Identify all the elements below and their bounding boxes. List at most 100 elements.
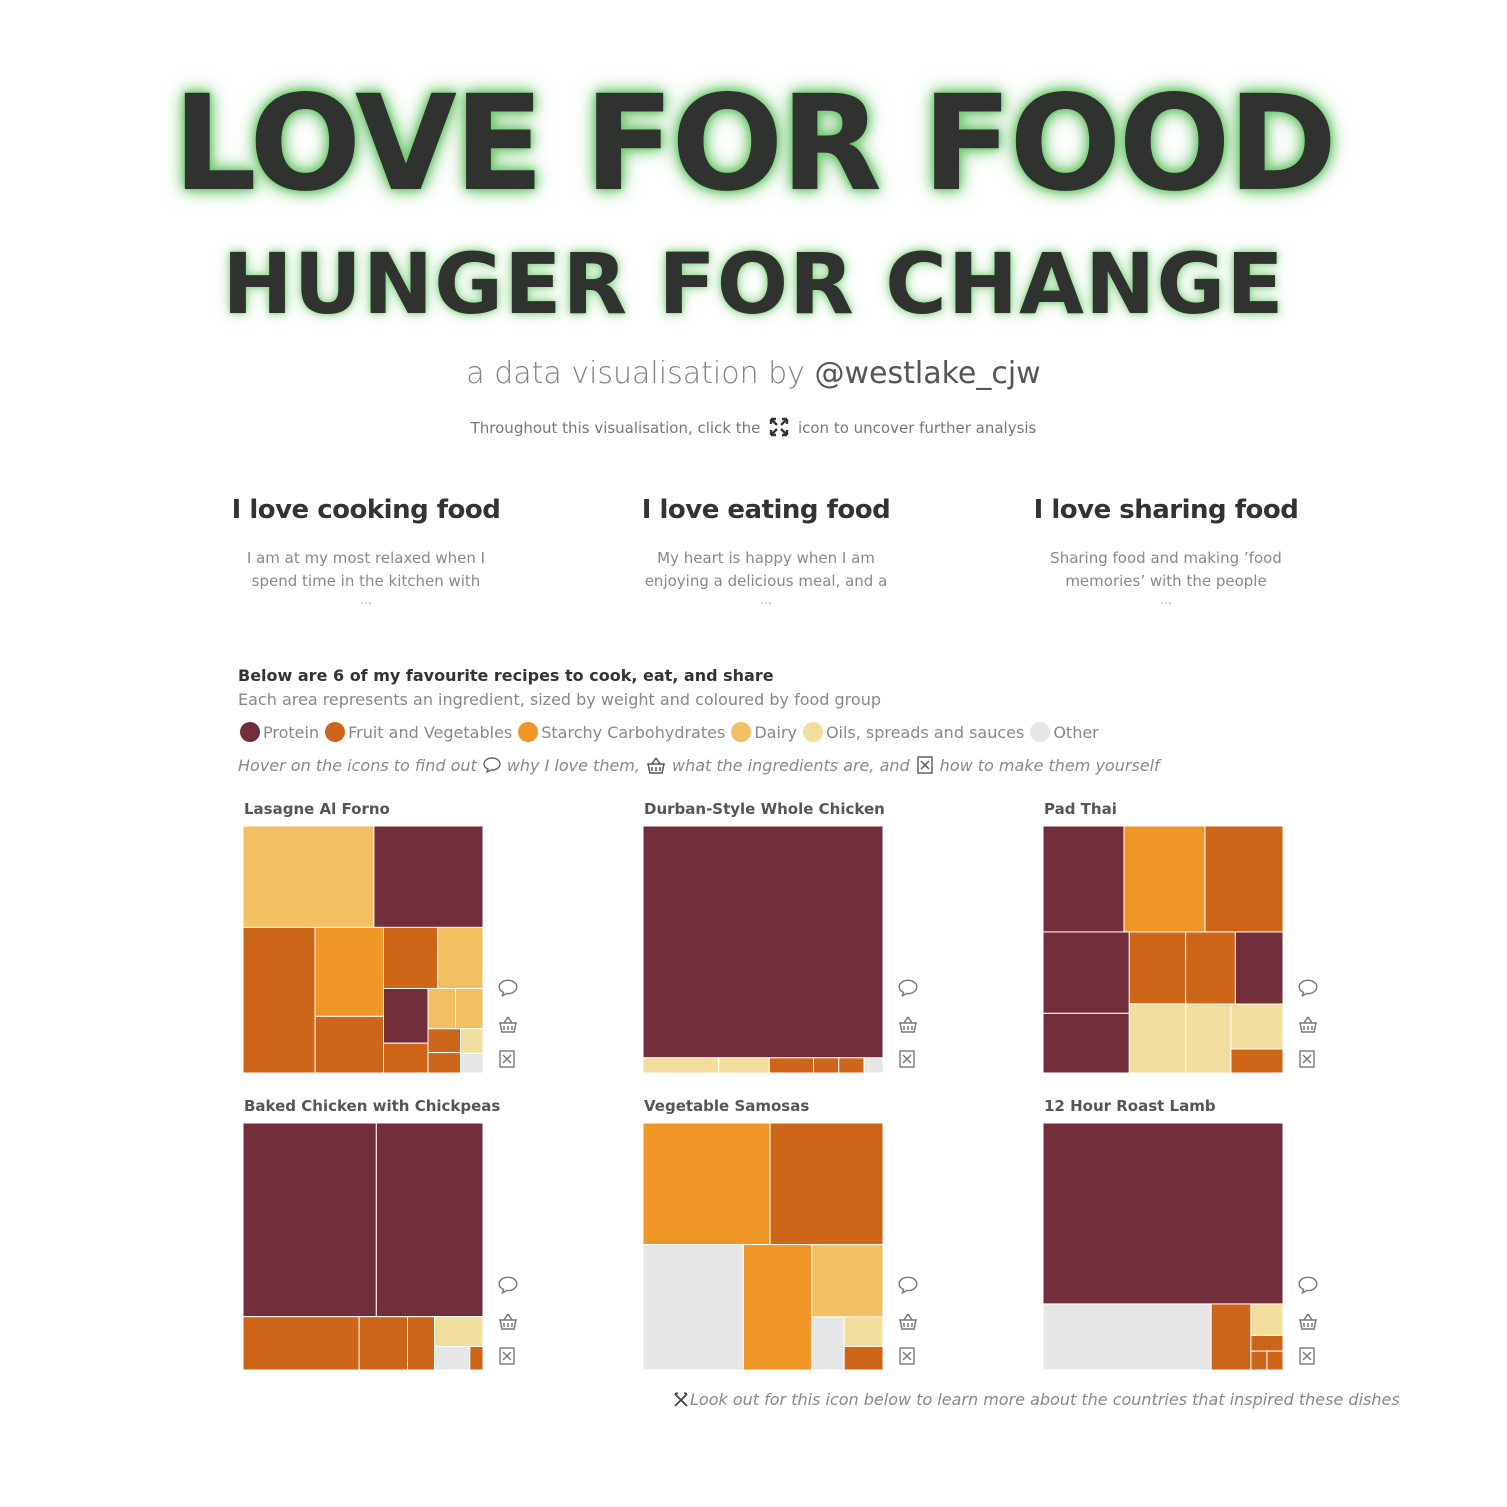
treemap-cell[interactable]: [1210, 1303, 1252, 1370]
footer-note: Look out for this icon below to learn mo…: [672, 1390, 1400, 1409]
treemap-cell[interactable]: [1234, 931, 1283, 1005]
column-sharing: I love sharing food Sharing food and mak…: [986, 495, 1346, 607]
recipe-card-icon[interactable]: [497, 1049, 521, 1073]
treemap-cell[interactable]: [437, 926, 483, 990]
treemap-cell[interactable]: [813, 1057, 840, 1073]
treemap-cell[interactable]: [1250, 1303, 1283, 1336]
legend-swatch: [325, 722, 346, 742]
treemap-roast-lamb[interactable]: [1043, 1123, 1283, 1370]
treemap-cell[interactable]: [1043, 1012, 1130, 1073]
treemap-baked-chicken[interactable]: [243, 1123, 483, 1370]
treemap-cell[interactable]: [314, 1015, 385, 1073]
treemap-cell[interactable]: [1250, 1350, 1268, 1370]
recipe-card-icon[interactable]: [897, 1346, 921, 1370]
treemap-cell[interactable]: [811, 1316, 845, 1370]
treemap-cell[interactable]: [1185, 931, 1236, 1005]
cutlery-icon: [674, 1391, 688, 1407]
treemap-cell[interactable]: [769, 1123, 883, 1246]
legend-item[interactable]: Fruit and Vegetables: [325, 722, 512, 742]
treemap-cell[interactable]: [1043, 1303, 1212, 1370]
treemap-cell[interactable]: [643, 1123, 771, 1246]
treemap-cell[interactable]: [643, 1057, 720, 1073]
basket-icon[interactable]: [1297, 1310, 1321, 1334]
column-more[interactable]: ...: [360, 593, 372, 607]
treemap-cell[interactable]: [1043, 826, 1125, 933]
treemap-cell[interactable]: [718, 1057, 770, 1073]
treemap-cell[interactable]: [427, 1028, 462, 1054]
treemap-cell[interactable]: [243, 826, 375, 928]
speech-bubble-icon[interactable]: [897, 977, 921, 1001]
treemap-cell[interactable]: [383, 1042, 429, 1073]
treemap-cell[interactable]: [1123, 826, 1206, 933]
basket-icon[interactable]: [897, 1310, 921, 1334]
treemap-cell[interactable]: [1043, 931, 1130, 1014]
treemap-durban-chicken[interactable]: [643, 826, 883, 1073]
treemap-cell[interactable]: [455, 988, 483, 1030]
treemap-pad-thai[interactable]: [1043, 826, 1283, 1073]
recipe-icons: [497, 1274, 521, 1382]
treemap-vegetable-samosas[interactable]: [643, 1123, 883, 1370]
treemap-cell[interactable]: [811, 1244, 883, 1318]
treemap-cell[interactable]: [768, 1057, 815, 1073]
speech-bubble-icon[interactable]: [1297, 1274, 1321, 1298]
basket-icon[interactable]: [497, 1310, 521, 1334]
treemap-cell[interactable]: [243, 1123, 377, 1318]
basket-icon[interactable]: [897, 1013, 921, 1037]
treemap-cell[interactable]: [843, 1316, 883, 1347]
recipe-card-icon[interactable]: [1297, 1049, 1321, 1073]
treemap-cell[interactable]: [1250, 1334, 1283, 1352]
treemap-cell[interactable]: [1128, 1003, 1187, 1073]
treemap-cell[interactable]: [1266, 1350, 1283, 1370]
treemap-cell[interactable]: [427, 988, 457, 1030]
treemap-cell[interactable]: [742, 1244, 813, 1370]
column-more[interactable]: ...: [1160, 593, 1172, 607]
legend-item[interactable]: Starchy Carbohydrates: [518, 722, 725, 742]
treemap-lasagne[interactable]: [243, 826, 483, 1073]
basket-icon[interactable]: [1297, 1013, 1321, 1037]
speech-bubble-icon[interactable]: [497, 977, 521, 1001]
treemap-cell[interactable]: [243, 1316, 360, 1370]
recipe-card-icon[interactable]: [897, 1049, 921, 1073]
treemap-cell[interactable]: [243, 926, 316, 1073]
treemap-cell[interactable]: [434, 1316, 483, 1348]
recipe-title: Pad Thai: [1044, 800, 1117, 818]
treemap-cell[interactable]: [843, 1345, 883, 1370]
recipe-card-icon[interactable]: [1297, 1346, 1321, 1370]
treemap-cell[interactable]: [863, 1057, 883, 1073]
treemap-cell[interactable]: [1128, 931, 1187, 1005]
treemap-cell[interactable]: [1185, 1003, 1232, 1073]
speech-bubble-icon[interactable]: [497, 1274, 521, 1298]
basket-icon[interactable]: [497, 1013, 521, 1037]
treemap-cell[interactable]: [407, 1316, 436, 1370]
treemap-cell[interactable]: [1204, 826, 1283, 933]
treemap-cell[interactable]: [469, 1346, 483, 1370]
treemap-cell[interactable]: [460, 1028, 483, 1054]
legend-item[interactable]: Oils, spreads and sauces: [802, 722, 1024, 742]
treemap-cell[interactable]: [383, 988, 429, 1044]
legend-item[interactable]: Dairy: [731, 722, 797, 742]
treemap-cell[interactable]: [643, 826, 883, 1059]
recipe-card-icon[interactable]: [497, 1346, 521, 1370]
treemap-cell[interactable]: [434, 1346, 471, 1370]
recipe-title: Baked Chicken with Chickpeas: [244, 1097, 501, 1115]
treemap-cell[interactable]: [460, 1052, 483, 1073]
treemap-cell[interactable]: [838, 1057, 865, 1073]
treemap-cell[interactable]: [1230, 1048, 1283, 1073]
treemap-cell[interactable]: [375, 1123, 483, 1318]
legend-item[interactable]: Protein: [240, 722, 319, 742]
basket-icon: [647, 757, 665, 774]
speech-bubble-icon[interactable]: [1297, 977, 1321, 1001]
legend-item[interactable]: Other: [1030, 722, 1099, 742]
treemap-cell[interactable]: [373, 826, 483, 928]
treemap-cell[interactable]: [314, 926, 385, 1017]
treemap-cell[interactable]: [427, 1052, 462, 1073]
treemap-cell[interactable]: [358, 1316, 409, 1370]
treemap-cell[interactable]: [383, 926, 439, 990]
treemap-cell[interactable]: [1043, 1123, 1283, 1305]
column-more[interactable]: ...: [760, 593, 772, 607]
author-handle[interactable]: @westlake_cjw: [814, 356, 1041, 391]
speech-bubble-icon[interactable]: [897, 1274, 921, 1298]
treemap-cell[interactable]: [1230, 1003, 1283, 1050]
treemap-cell[interactable]: [643, 1244, 744, 1370]
column-text: Sharing food and making ’food memories’ …: [1050, 549, 1282, 590]
